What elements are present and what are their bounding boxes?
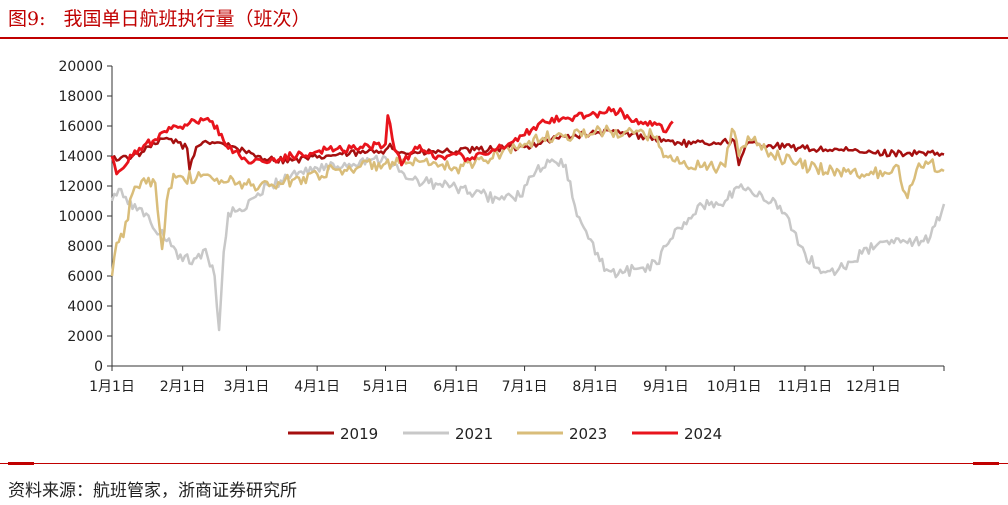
x-tick-label: 1月1日 <box>89 379 135 395</box>
figure-title: 图9: 我国单日航班执行量（班次） <box>8 4 311 31</box>
source-note: 资料来源：航班管家，浙商证券研究所 <box>8 481 297 501</box>
y-tick-label: 4000 <box>67 299 103 315</box>
footer-divider <box>0 463 1008 464</box>
x-tick-label: 10月1日 <box>707 379 762 395</box>
y-tick-label: 10000 <box>58 209 103 225</box>
y-tick-label: 6000 <box>67 269 103 285</box>
x-tick-label: 5月1日 <box>363 379 409 395</box>
series-line-2021 <box>110 154 946 332</box>
x-tick-label: 4月1日 <box>294 379 340 395</box>
title-divider <box>0 37 1008 39</box>
y-tick-label: 12000 <box>58 179 103 195</box>
figure-title-text: 我国单日航班执行量（班次） <box>63 8 311 30</box>
legend-label-2023: 2023 <box>569 425 607 443</box>
x-tick-label: 7月1日 <box>502 379 548 395</box>
x-tick-label: 2月1日 <box>160 379 206 395</box>
y-tick-label: 18000 <box>58 89 103 105</box>
series-line-2019 <box>111 128 945 171</box>
x-tick-label: 11月1日 <box>778 379 833 395</box>
legend-label-2024: 2024 <box>684 425 722 443</box>
x-tick-label: 8月1日 <box>572 379 618 395</box>
series-line-2024 <box>110 106 674 176</box>
x-tick-label: 6月1日 <box>433 379 479 395</box>
y-tick-label: 20000 <box>58 59 103 75</box>
legend-label-2019: 2019 <box>340 425 378 443</box>
y-tick-label: 2000 <box>67 329 103 345</box>
footer-accent-right <box>973 462 999 465</box>
y-tick-label: 16000 <box>58 119 103 135</box>
x-tick-label: 12月1日 <box>846 379 901 395</box>
x-tick-label: 3月1日 <box>224 379 270 395</box>
figure-number: 图9: <box>8 8 46 30</box>
y-tick-label: 14000 <box>58 149 103 165</box>
legend-label-2021: 2021 <box>455 425 493 443</box>
y-tick-label: 8000 <box>67 239 103 255</box>
y-tick-label: 0 <box>94 359 103 375</box>
footer-accent-left <box>8 462 34 465</box>
x-tick-label: 9月1日 <box>643 379 689 395</box>
series-line-2023 <box>110 124 945 277</box>
